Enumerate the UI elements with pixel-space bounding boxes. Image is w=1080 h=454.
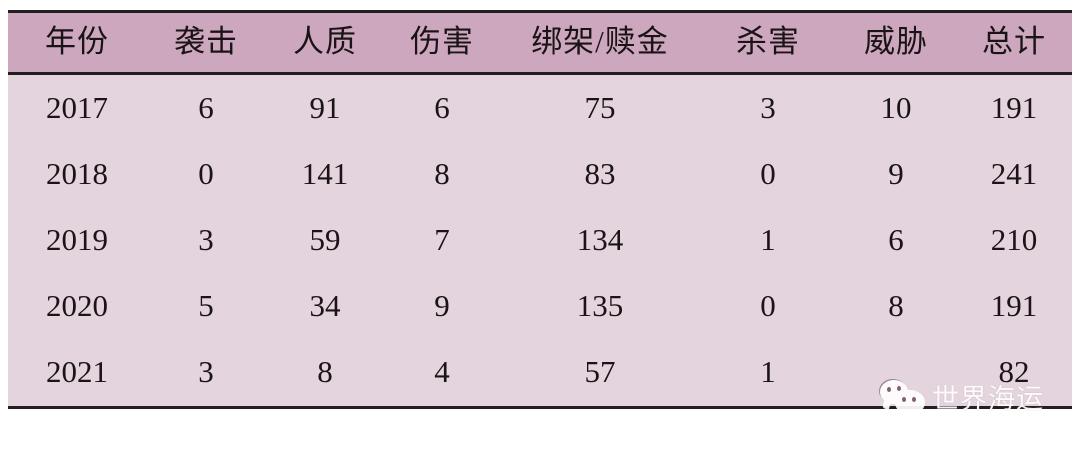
- cell-kidnap-ransom: 75: [500, 73, 700, 141]
- header-row: 年份 袭击 人质 伤害 绑架/赎金 杀害 威胁 总计: [8, 10, 1072, 75]
- cell-hostage: 59: [266, 207, 384, 273]
- cell-injury: 7: [384, 207, 500, 273]
- cell-killed: 1: [700, 339, 836, 409]
- cell-injury: 6: [384, 73, 500, 141]
- cell-injury: 9: [384, 273, 500, 339]
- cell-threat: 6: [836, 207, 956, 273]
- cell-injury: 4: [384, 339, 500, 409]
- cell-hostage: 8: [266, 339, 384, 409]
- piracy-incident-statistics-table: 年份 袭击 人质 伤害 绑架/赎金 杀害 威胁 总计 2017 6 91 6 7…: [8, 10, 1072, 409]
- column-header-year: 年份: [8, 10, 146, 75]
- cell-attack: 3: [146, 339, 266, 409]
- cell-threat: 8: [836, 273, 956, 339]
- cell-kidnap-ransom: 83: [500, 141, 700, 207]
- cell-total: 191: [956, 273, 1072, 339]
- cell-threat: 10: [836, 73, 956, 141]
- cell-threat: 9: [836, 141, 956, 207]
- cell-year: 2019: [8, 207, 146, 273]
- cell-killed: 0: [700, 273, 836, 339]
- table-row: 2018 0 141 8 83 0 9 241: [8, 141, 1072, 207]
- cell-total: 241: [956, 141, 1072, 207]
- cell-year: 2020: [8, 273, 146, 339]
- table-body: 2017 6 91 6 75 3 10 191 2018 0 141 8 83 …: [8, 73, 1072, 409]
- cell-year: 2017: [8, 73, 146, 141]
- cell-attack: 5: [146, 273, 266, 339]
- statistics-table-container: 年份 袭击 人质 伤害 绑架/赎金 杀害 威胁 总计 2017 6 91 6 7…: [8, 10, 1072, 447]
- cell-hostage: 91: [266, 73, 384, 141]
- cell-killed: 0: [700, 141, 836, 207]
- cell-kidnap-ransom: 135: [500, 273, 700, 339]
- cell-attack: 6: [146, 73, 266, 141]
- column-header-attack: 袭击: [146, 10, 266, 75]
- cell-kidnap-ransom: 57: [500, 339, 700, 409]
- cell-hostage: 141: [266, 141, 384, 207]
- cell-total: 191: [956, 73, 1072, 141]
- table-row: 2017 6 91 6 75 3 10 191: [8, 73, 1072, 141]
- column-header-hostage: 人质: [266, 10, 384, 75]
- column-header-threat: 威胁: [836, 10, 956, 75]
- cell-total: 82: [956, 339, 1072, 409]
- cell-kidnap-ransom: 134: [500, 207, 700, 273]
- table-row: 2019 3 59 7 134 1 6 210: [8, 207, 1072, 273]
- table-row: 2021 3 8 4 57 1 82: [8, 339, 1072, 409]
- cell-hostage: 34: [266, 273, 384, 339]
- cell-injury: 8: [384, 141, 500, 207]
- cell-threat: [836, 339, 956, 409]
- cell-total: 210: [956, 207, 1072, 273]
- cell-killed: 1: [700, 207, 836, 273]
- column-header-kidnap-ransom: 绑架/赎金: [500, 10, 700, 75]
- column-header-total: 总计: [956, 10, 1072, 75]
- column-header-injury: 伤害: [384, 10, 500, 75]
- column-header-killed: 杀害: [700, 10, 836, 75]
- cell-attack: 0: [146, 141, 266, 207]
- cell-year: 2021: [8, 339, 146, 409]
- cell-year: 2018: [8, 141, 146, 207]
- table-header: 年份 袭击 人质 伤害 绑架/赎金 杀害 威胁 总计: [8, 10, 1072, 75]
- cell-killed: 3: [700, 73, 836, 141]
- cell-attack: 3: [146, 207, 266, 273]
- table-row: 2020 5 34 9 135 0 8 191: [8, 273, 1072, 339]
